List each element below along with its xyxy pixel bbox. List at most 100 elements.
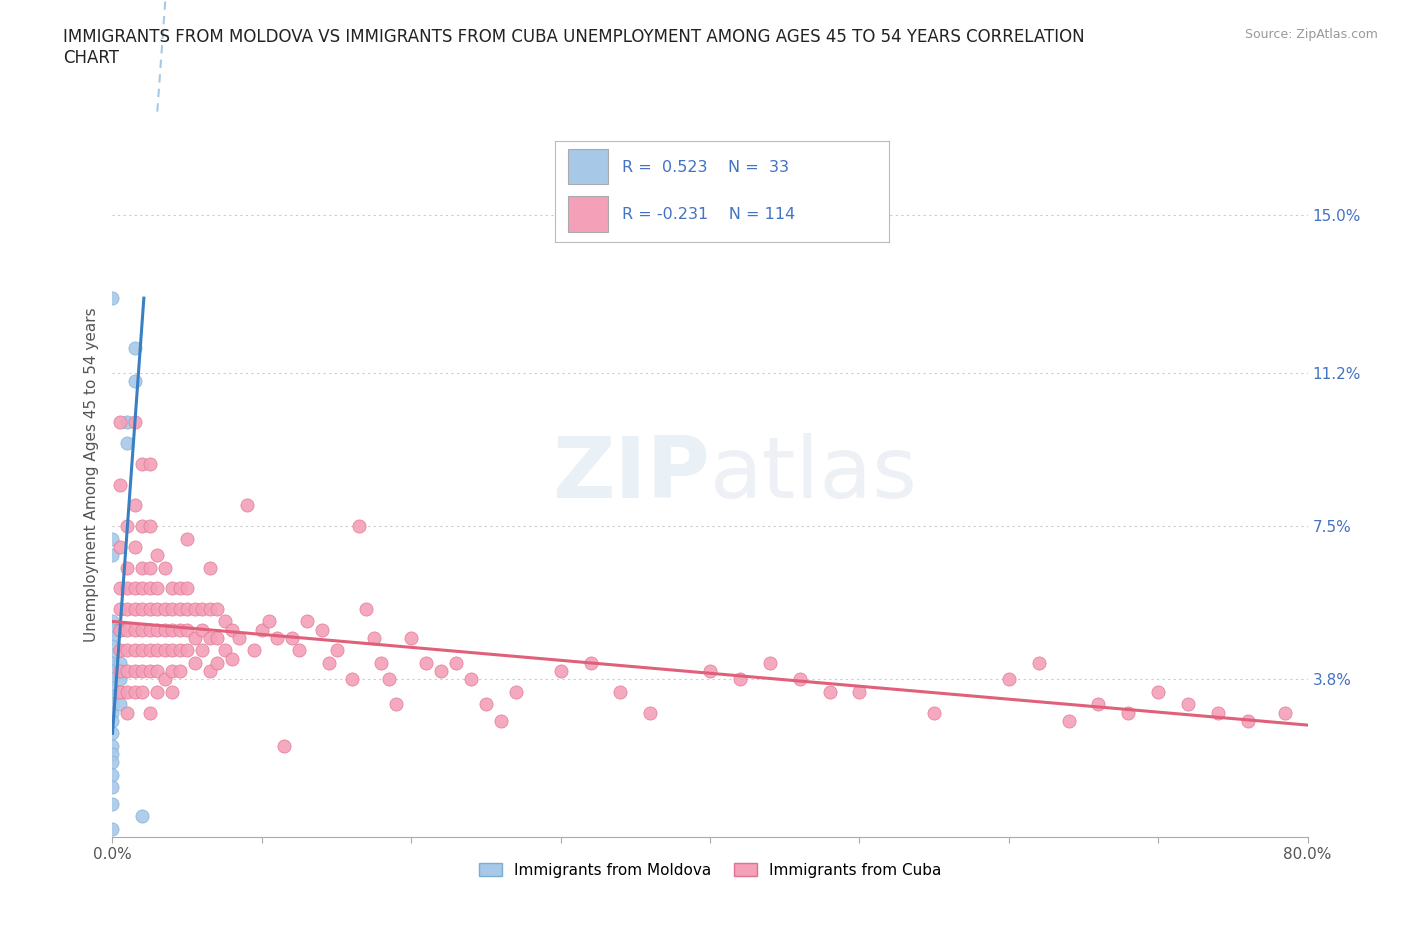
Point — [108, 415, 131, 430]
Point — [101, 780, 124, 795]
Point — [146, 643, 169, 658]
Point — [378, 672, 401, 687]
Point — [131, 664, 153, 679]
Point — [415, 656, 437, 671]
Point — [131, 809, 153, 824]
Point — [117, 581, 139, 596]
Point — [848, 684, 870, 699]
Point — [108, 602, 131, 617]
Point — [266, 631, 288, 645]
Point — [131, 519, 153, 534]
Point — [117, 705, 139, 720]
Point — [108, 664, 131, 679]
Point — [117, 643, 139, 658]
Point — [444, 656, 467, 671]
Point — [311, 622, 333, 637]
Point — [124, 539, 146, 554]
Y-axis label: Unemployment Among Ages 45 to 54 years: Unemployment Among Ages 45 to 54 years — [83, 307, 98, 642]
Point — [1118, 705, 1140, 720]
Point — [146, 548, 169, 563]
Point — [108, 581, 131, 596]
Point — [117, 684, 139, 699]
Point — [101, 672, 124, 687]
Point — [505, 684, 527, 699]
Point — [117, 602, 139, 617]
Point — [146, 622, 169, 637]
Point — [101, 681, 124, 696]
Point — [108, 622, 131, 637]
Point — [176, 622, 198, 637]
Point — [131, 622, 153, 637]
Point — [401, 631, 423, 645]
Point — [191, 602, 214, 617]
Point — [101, 705, 124, 720]
Point — [139, 622, 162, 637]
Point — [108, 643, 131, 658]
Point — [124, 643, 146, 658]
Point — [205, 656, 228, 671]
Point — [153, 622, 176, 637]
Point — [281, 631, 304, 645]
Text: ZIP: ZIP — [553, 432, 710, 516]
Point — [101, 639, 124, 654]
Point — [117, 436, 139, 451]
Point — [117, 622, 139, 637]
Point — [101, 697, 124, 711]
Point — [153, 602, 176, 617]
Point — [198, 664, 221, 679]
Point — [101, 796, 124, 811]
Point — [117, 415, 139, 430]
Point — [176, 531, 198, 546]
Point — [259, 614, 281, 629]
Point — [460, 672, 482, 687]
Point — [640, 705, 662, 720]
Point — [998, 672, 1021, 687]
Point — [699, 664, 721, 679]
Point — [250, 622, 273, 637]
Point — [101, 631, 124, 645]
Point — [108, 697, 131, 711]
Point — [728, 672, 751, 687]
Point — [318, 656, 340, 671]
Point — [146, 581, 169, 596]
Point — [205, 631, 228, 645]
Point — [363, 631, 385, 645]
Point — [356, 602, 378, 617]
Point — [101, 713, 124, 728]
Point — [347, 519, 370, 534]
Point — [124, 340, 146, 355]
Point — [101, 622, 124, 637]
Point — [1177, 697, 1199, 711]
Point — [101, 664, 124, 679]
Point — [108, 672, 131, 687]
Point — [108, 477, 131, 492]
Point — [101, 548, 124, 563]
Point — [153, 672, 176, 687]
Point — [169, 664, 191, 679]
Point — [198, 560, 221, 575]
Point — [214, 643, 236, 658]
Point — [162, 643, 183, 658]
Point — [101, 747, 124, 762]
Point — [818, 684, 841, 699]
Point — [131, 643, 153, 658]
Point — [101, 291, 124, 306]
Point — [385, 697, 408, 711]
Point — [101, 738, 124, 753]
Point — [146, 602, 169, 617]
Point — [609, 684, 631, 699]
Point — [108, 539, 131, 554]
Point — [1087, 697, 1109, 711]
Point — [124, 374, 146, 389]
Point — [759, 656, 782, 671]
Point — [124, 602, 146, 617]
Point — [139, 581, 162, 596]
Text: atlas: atlas — [710, 432, 918, 516]
Point — [325, 643, 347, 658]
Point — [198, 631, 221, 645]
Point — [1028, 656, 1050, 671]
Point — [139, 602, 162, 617]
Point — [183, 602, 205, 617]
Point — [117, 664, 139, 679]
Point — [139, 457, 162, 472]
